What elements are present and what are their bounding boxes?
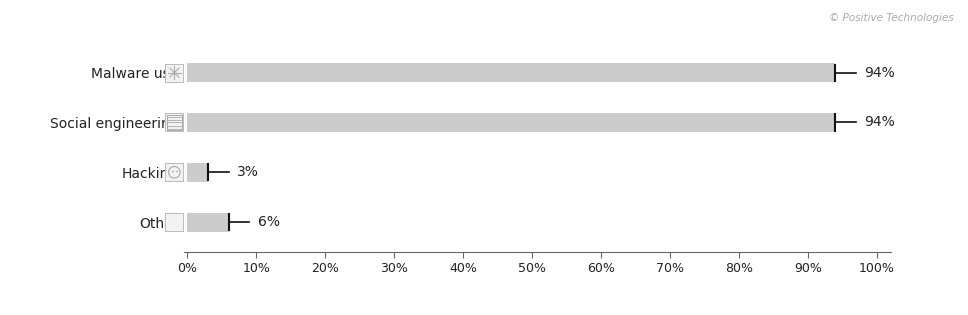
Bar [167,115,182,130]
Text: 94%: 94% [864,116,895,129]
Text: © Positive Technologies: © Positive Technologies [829,13,953,23]
Text: 3%: 3% [237,165,258,179]
Bar [188,63,835,82]
Bar [188,113,835,132]
Text: 94%: 94% [864,66,895,80]
Text: 6%: 6% [257,215,280,229]
Bar [188,213,228,232]
Bar [188,163,208,182]
